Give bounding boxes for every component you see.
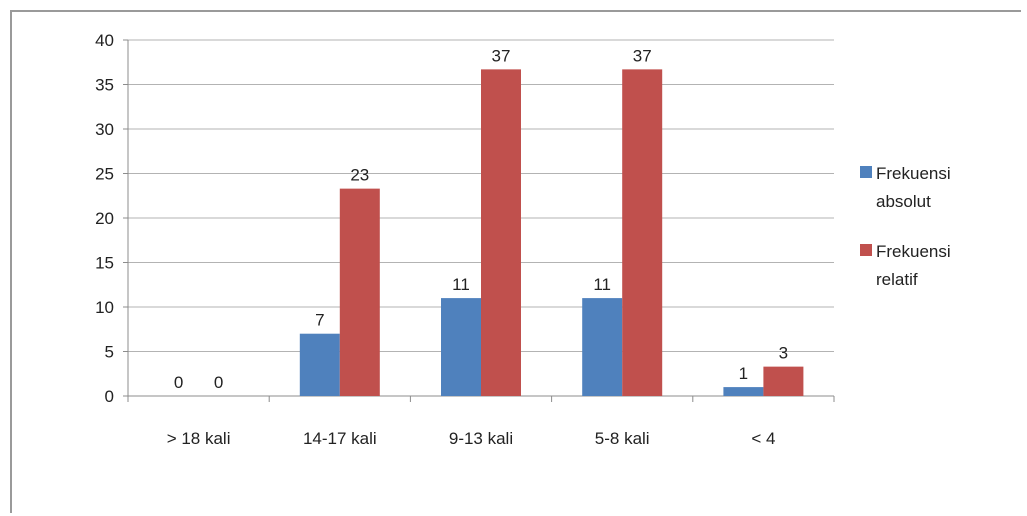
bar (339, 188, 380, 396)
legend-swatch (860, 166, 872, 178)
legend-label: Frekuensi relatif (876, 242, 951, 289)
category-label: > 18 kali (167, 429, 231, 448)
bar (299, 333, 340, 396)
y-tick-label: 15 (95, 254, 114, 273)
category-label: 9-13 kali (449, 429, 513, 448)
y-tick-label: 5 (105, 343, 114, 362)
y-tick-label: 20 (95, 209, 114, 228)
bar (622, 69, 663, 397)
chart-frame (10, 10, 1021, 513)
y-tick-label: 30 (95, 120, 114, 139)
bar (441, 298, 481, 396)
data-label: 37 (633, 46, 652, 65)
bar (582, 298, 623, 396)
y-tick-label: 10 (95, 298, 114, 317)
data-label: 11 (593, 275, 611, 294)
data-label: 37 (492, 46, 511, 65)
data-label: 7 (315, 311, 324, 330)
category-label: 5-8 kali (595, 429, 650, 448)
category-label: < 4 (751, 429, 775, 448)
data-label: 1 (739, 364, 748, 383)
bar (723, 387, 764, 396)
category-label: 14-17 kali (303, 429, 377, 448)
bar (481, 69, 521, 397)
legend-label: Frekuensi absolut (876, 164, 951, 211)
legend-swatch (860, 244, 872, 256)
data-label: 11 (452, 275, 470, 294)
data-label: 3 (779, 344, 788, 363)
bar (763, 366, 804, 396)
y-tick-label: 25 (95, 165, 114, 184)
data-label: 0 (174, 373, 183, 392)
y-tick-label: 0 (105, 387, 114, 406)
y-tick-label: 40 (95, 31, 114, 50)
data-label: 23 (350, 166, 369, 185)
data-label: 0 (214, 373, 223, 392)
y-tick-label: 35 (95, 76, 114, 95)
